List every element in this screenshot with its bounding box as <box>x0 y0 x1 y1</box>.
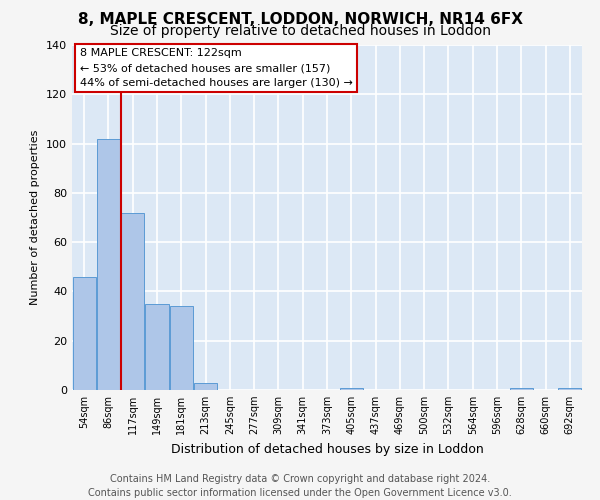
X-axis label: Distribution of detached houses by size in Loddon: Distribution of detached houses by size … <box>170 442 484 456</box>
Text: 8, MAPLE CRESCENT, LODDON, NORWICH, NR14 6FX: 8, MAPLE CRESCENT, LODDON, NORWICH, NR14… <box>77 12 523 28</box>
Text: Size of property relative to detached houses in Loddon: Size of property relative to detached ho… <box>110 24 491 38</box>
Bar <box>145 304 169 390</box>
Bar <box>97 138 120 390</box>
Bar <box>194 382 217 390</box>
Text: Contains HM Land Registry data © Crown copyright and database right 2024.
Contai: Contains HM Land Registry data © Crown c… <box>88 474 512 498</box>
Text: 8 MAPLE CRESCENT: 122sqm
← 53% of detached houses are smaller (157)
44% of semi-: 8 MAPLE CRESCENT: 122sqm ← 53% of detach… <box>80 48 353 88</box>
Bar <box>559 388 581 390</box>
Bar <box>340 388 363 390</box>
Bar <box>510 388 533 390</box>
Bar <box>73 276 95 390</box>
Bar <box>121 212 144 390</box>
Bar <box>170 306 193 390</box>
Y-axis label: Number of detached properties: Number of detached properties <box>31 130 40 305</box>
